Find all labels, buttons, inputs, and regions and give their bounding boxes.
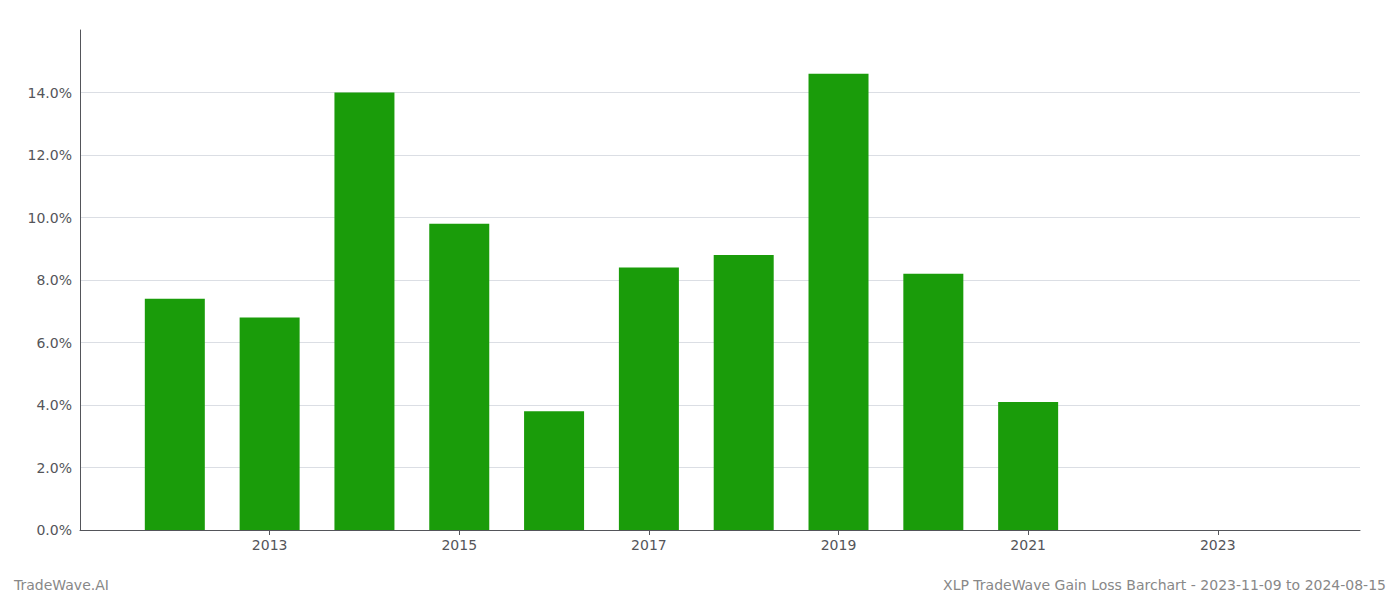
svg-text:TradeWave.AI: TradeWave.AI bbox=[13, 577, 109, 593]
svg-text:2017: 2017 bbox=[631, 537, 667, 553]
svg-text:2023: 2023 bbox=[1200, 537, 1236, 553]
svg-text:10.0%: 10.0% bbox=[28, 210, 72, 226]
svg-text:14.0%: 14.0% bbox=[28, 85, 72, 101]
svg-text:2021: 2021 bbox=[1010, 537, 1046, 553]
svg-text:XLP TradeWave Gain Loss Barcha: XLP TradeWave Gain Loss Barchart - 2023-… bbox=[943, 577, 1386, 593]
svg-text:12.0%: 12.0% bbox=[28, 147, 72, 163]
svg-text:4.0%: 4.0% bbox=[36, 397, 72, 413]
svg-text:0.0%: 0.0% bbox=[36, 522, 72, 538]
svg-text:2.0%: 2.0% bbox=[36, 460, 72, 476]
svg-text:2015: 2015 bbox=[441, 537, 477, 553]
svg-text:2013: 2013 bbox=[252, 537, 288, 553]
svg-text:8.0%: 8.0% bbox=[36, 272, 72, 288]
svg-text:2019: 2019 bbox=[821, 537, 857, 553]
svg-text:6.0%: 6.0% bbox=[36, 335, 72, 351]
